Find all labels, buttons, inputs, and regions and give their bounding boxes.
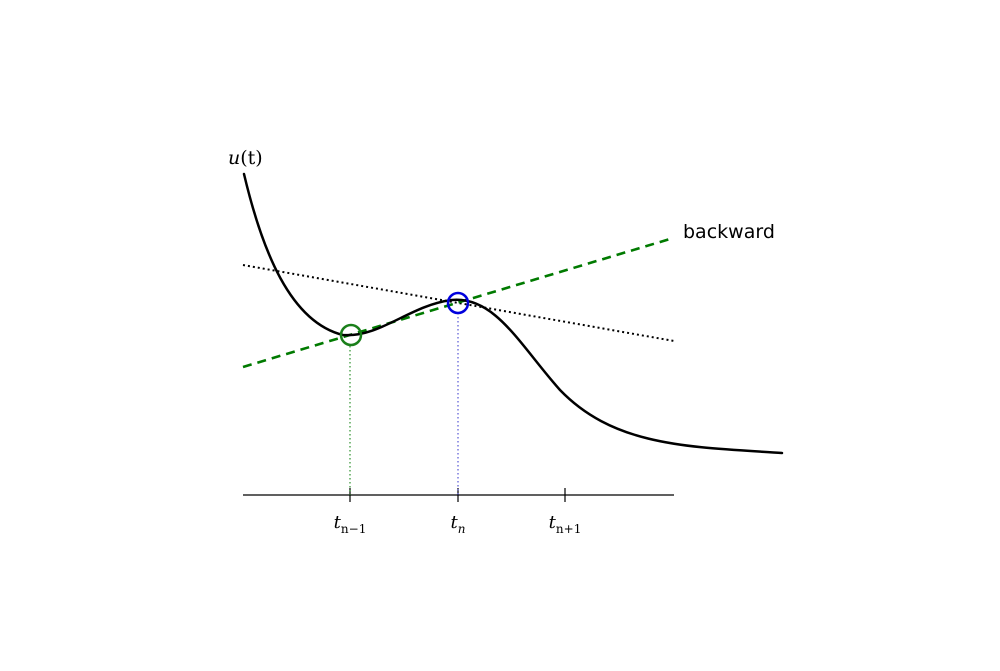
solution-curve xyxy=(242,172,784,455)
tick-label-curr: tn xyxy=(451,512,466,536)
method-label: backward xyxy=(683,221,775,243)
tick-label-prev: tn−1 xyxy=(334,512,367,536)
y-axis-label: u(t) xyxy=(228,147,263,169)
tick-label-next: tn+1 xyxy=(549,512,582,536)
marker-prev-point xyxy=(339,323,363,347)
y-axis-label-arg: (t) xyxy=(240,147,262,169)
marker-curr-point xyxy=(446,291,470,315)
y-axis-label-main: u xyxy=(228,147,240,169)
